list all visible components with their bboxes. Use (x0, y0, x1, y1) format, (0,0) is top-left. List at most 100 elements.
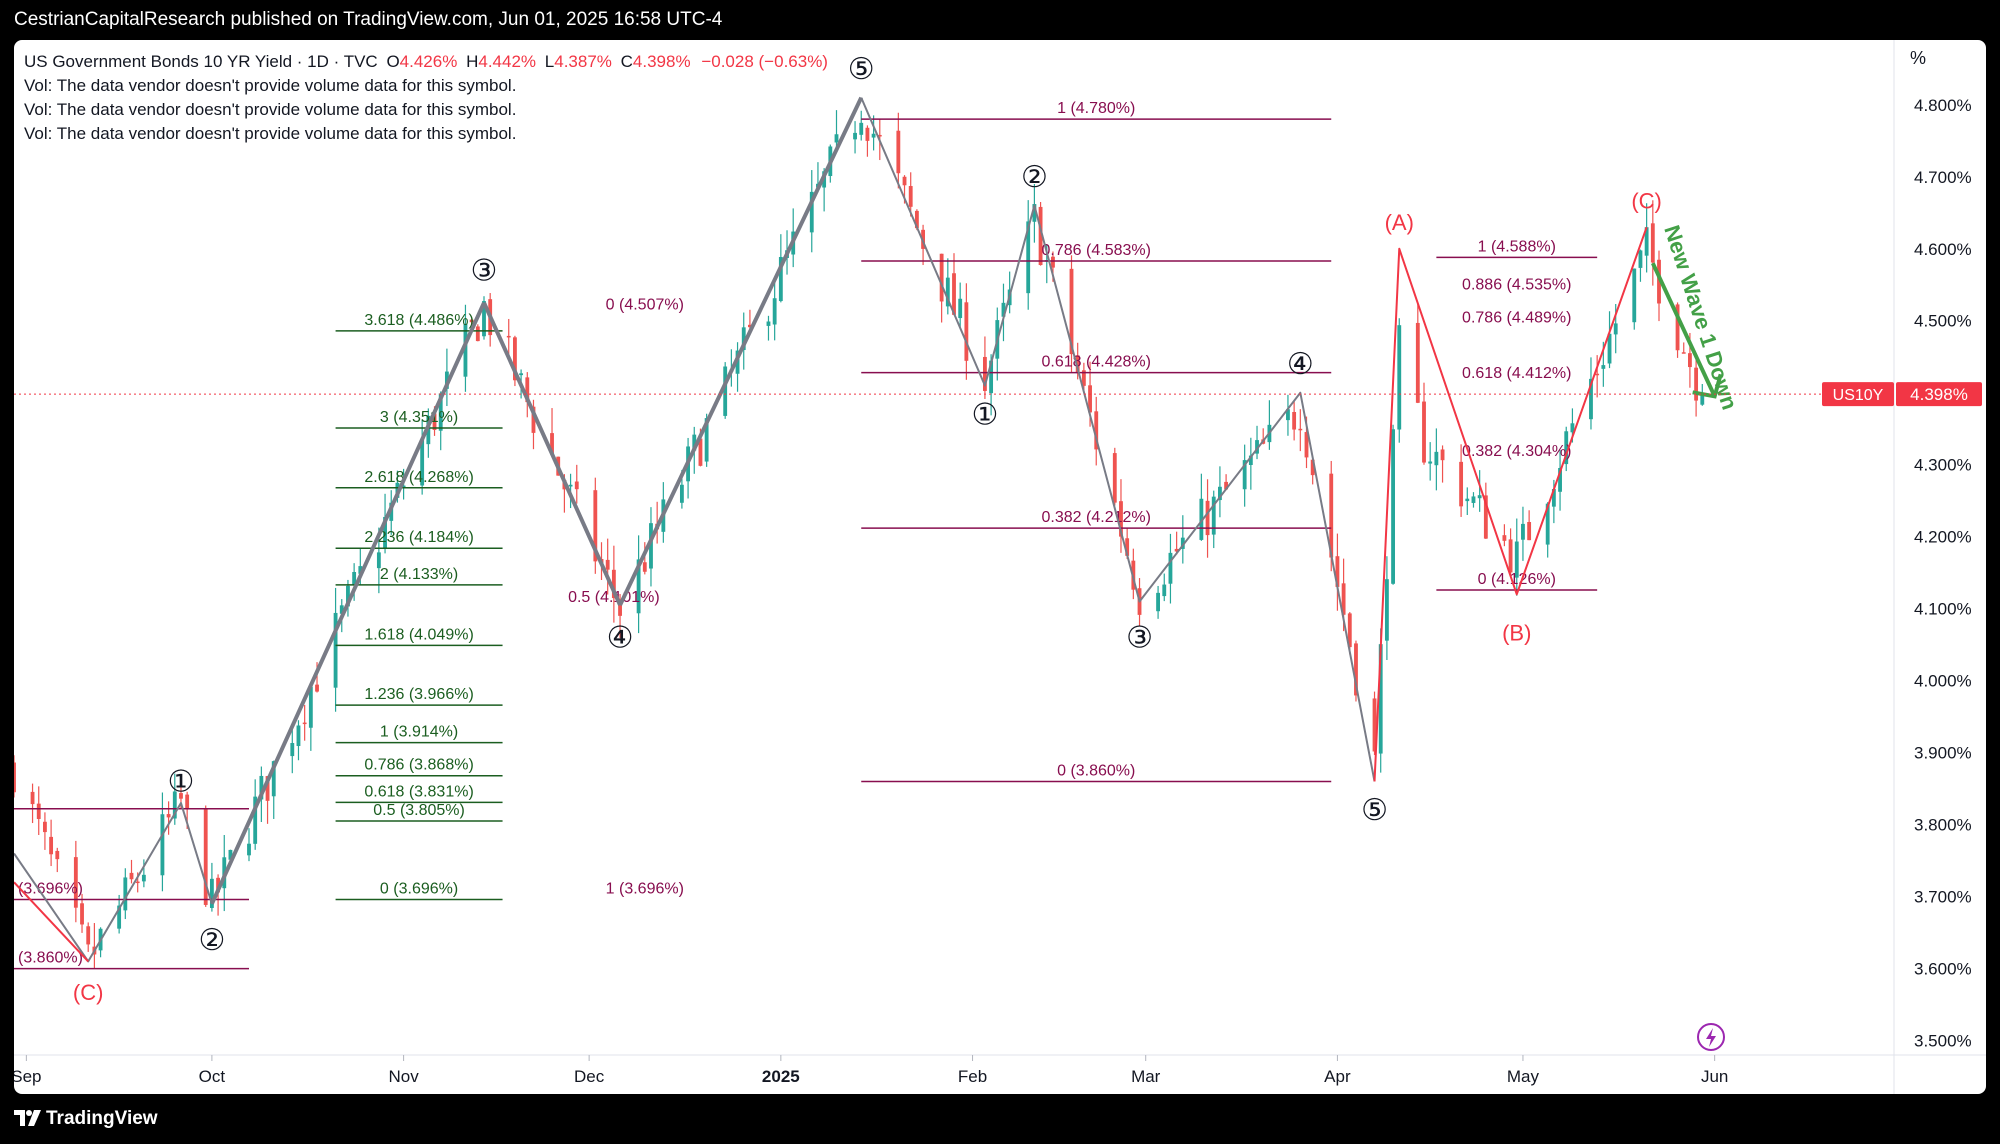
candle-body (1335, 556, 1340, 587)
candle-body (1657, 259, 1661, 304)
candle-body (253, 796, 258, 844)
candle-body (265, 776, 270, 801)
candle-body (1422, 401, 1426, 463)
candle-body (1329, 473, 1334, 558)
candle-body (1508, 539, 1513, 573)
candle-body (1199, 498, 1204, 540)
candle-body (376, 552, 381, 569)
candle-body (438, 393, 443, 431)
candle-body (463, 323, 468, 377)
candle-body (55, 850, 60, 860)
candle-body (247, 843, 251, 856)
y-tick-label: 3.500% (1914, 1032, 1972, 1051)
candle-body (871, 133, 876, 138)
candle-body (1310, 459, 1315, 476)
price-label-symbol: US10Y (1833, 387, 1884, 404)
candle-body (482, 301, 486, 337)
price-label-symbol-box (1822, 382, 1894, 407)
candle-body (1564, 431, 1569, 465)
wave-label: ⑤ (1361, 794, 1388, 827)
candle-body (1471, 496, 1476, 503)
candle-body (1459, 461, 1464, 507)
scale-unit-button[interactable]: % (1909, 48, 1926, 68)
candle-body (1081, 370, 1086, 386)
wave-label: (B) (1502, 620, 1531, 645)
fib-level-label: 0 (4.126%) (1478, 571, 1556, 588)
wave-label: ② (1021, 161, 1048, 194)
candle-body (952, 273, 956, 315)
fib-level-label: 2 (4.133%) (380, 566, 458, 583)
candle-body (160, 814, 165, 876)
candle-body (346, 585, 350, 607)
candle-body (86, 926, 91, 945)
lightning-icon[interactable] (1697, 1023, 1725, 1051)
elliott-wave-line (1373, 226, 1648, 782)
candle-body (1094, 411, 1099, 450)
candle-body (778, 256, 783, 302)
candle-body (1174, 548, 1179, 552)
candle-body (203, 809, 208, 905)
candle-body (117, 905, 122, 929)
candle-body (1527, 522, 1532, 541)
fib-level-label: (3.860%) (18, 950, 83, 967)
candle-body (475, 326, 480, 342)
x-tick-label: May (1507, 1067, 1540, 1086)
wave-label: ① (971, 398, 998, 431)
candle-body (1607, 333, 1612, 364)
candle-body (1069, 268, 1074, 355)
candle-body (1125, 538, 1130, 556)
candle-body (296, 725, 301, 747)
candle-body (1372, 698, 1377, 752)
fib-level-label: 0.618 (3.831%) (364, 783, 473, 800)
candle-body (1119, 501, 1123, 537)
y-tick-label: 4.800% (1914, 96, 1972, 115)
wave-label: (C) (73, 980, 104, 1005)
price-chart[interactable]: 4.800%4.700%4.600%4.500%4.400%4.300%4.20… (14, 40, 1986, 1094)
candle-body (1477, 495, 1482, 499)
chart-frame[interactable]: 4.800%4.700%4.600%4.500%4.400%4.300%4.20… (14, 40, 1986, 1094)
candle-body (1428, 461, 1433, 464)
candle-body (259, 775, 264, 800)
candle-body (877, 134, 882, 137)
new-wave-label: New Wave 1 Down (1659, 222, 1742, 413)
fib-level-label: 1.236 (3.966%) (364, 686, 473, 703)
fib-level-label: 1.618 (4.049%) (364, 626, 473, 643)
candle-body (568, 484, 573, 487)
candle-body (432, 413, 437, 430)
candle-body (172, 791, 177, 819)
x-tick-label: Mar (1131, 1067, 1161, 1086)
x-tick-label: Jun (1701, 1067, 1728, 1086)
candle-body (339, 605, 344, 614)
candle-body (49, 836, 54, 855)
candle-body (593, 490, 598, 562)
candle-body (1075, 355, 1080, 374)
candle-body (834, 134, 839, 143)
candle-body (30, 791, 35, 805)
candle-body (636, 559, 641, 614)
candle-body (1595, 373, 1600, 376)
candle-body (1168, 552, 1173, 584)
y-tick-label: 4.200% (1914, 528, 1972, 547)
candle-body (185, 794, 190, 809)
candle-body (179, 793, 183, 799)
candle-body (1397, 325, 1402, 430)
candle-body (741, 327, 746, 351)
candle-body (123, 877, 128, 911)
fib-level-label: 0.786 (3.868%) (364, 757, 473, 774)
lightning-icon-bolt (1706, 1028, 1716, 1047)
x-tick-label: Dec (574, 1067, 605, 1086)
candle-body (513, 337, 517, 381)
candle-body (469, 319, 474, 323)
x-tick-label: Apr (1324, 1067, 1351, 1086)
candle-body (958, 298, 963, 319)
candle-body (1700, 394, 1705, 405)
candle-body (1675, 304, 1680, 351)
candle-body (618, 602, 622, 616)
candle-body (896, 130, 901, 174)
candle-body (1514, 541, 1519, 578)
fib-level-label: 1 (3.914%) (380, 724, 458, 741)
candle-body (939, 253, 944, 302)
symbol-title[interactable]: US Government Bonds 10 YR Yield · 1D · T… (24, 52, 378, 71)
candle-body (14, 762, 16, 793)
candle-body (1378, 644, 1383, 754)
